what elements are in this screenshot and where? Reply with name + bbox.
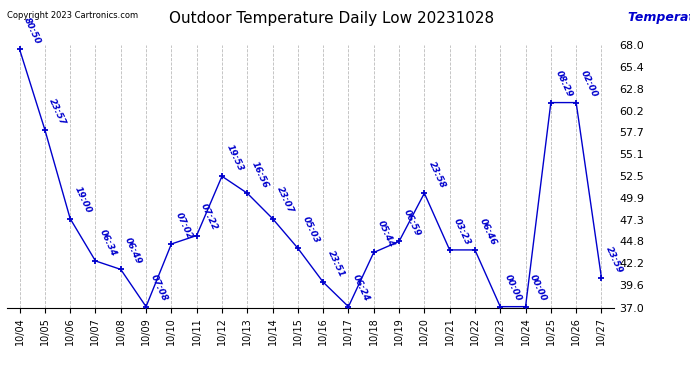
Text: 23:57: 23:57 [48,96,68,126]
Text: 06:46: 06:46 [477,217,497,246]
Text: 19:00: 19:00 [72,186,93,215]
Text: 06:34: 06:34 [98,228,118,258]
Text: 05:03: 05:03 [300,215,321,245]
Text: 06:49: 06:49 [124,236,144,266]
Text: Temperature (°F): Temperature (°F) [628,11,690,24]
Text: Copyright 2023 Cartronics.com: Copyright 2023 Cartronics.com [7,11,138,20]
Text: Outdoor Temperature Daily Low 20231028: Outdoor Temperature Daily Low 20231028 [168,11,494,26]
Text: 16:56: 16:56 [250,160,270,190]
Text: 00:00: 00:00 [503,273,523,303]
Text: 23:07: 23:07 [275,186,295,215]
Text: 19:53: 19:53 [224,143,245,173]
Text: 23:59: 23:59 [604,245,624,274]
Text: 80:50: 80:50 [22,16,42,46]
Text: 07:02: 07:02 [174,211,194,241]
Text: 00:00: 00:00 [528,273,549,303]
Text: 23:51: 23:51 [326,249,346,279]
Text: 23:58: 23:58 [427,160,447,190]
Text: 02:00: 02:00 [579,69,599,99]
Text: 05:44: 05:44 [376,219,397,249]
Text: 07:22: 07:22 [199,202,219,232]
Text: 07:08: 07:08 [148,273,169,303]
Text: 08:29: 08:29 [553,69,573,99]
Text: 03:23: 03:23 [452,217,473,246]
Text: 06:24: 06:24 [351,273,371,303]
Text: 06:59: 06:59 [402,209,422,238]
